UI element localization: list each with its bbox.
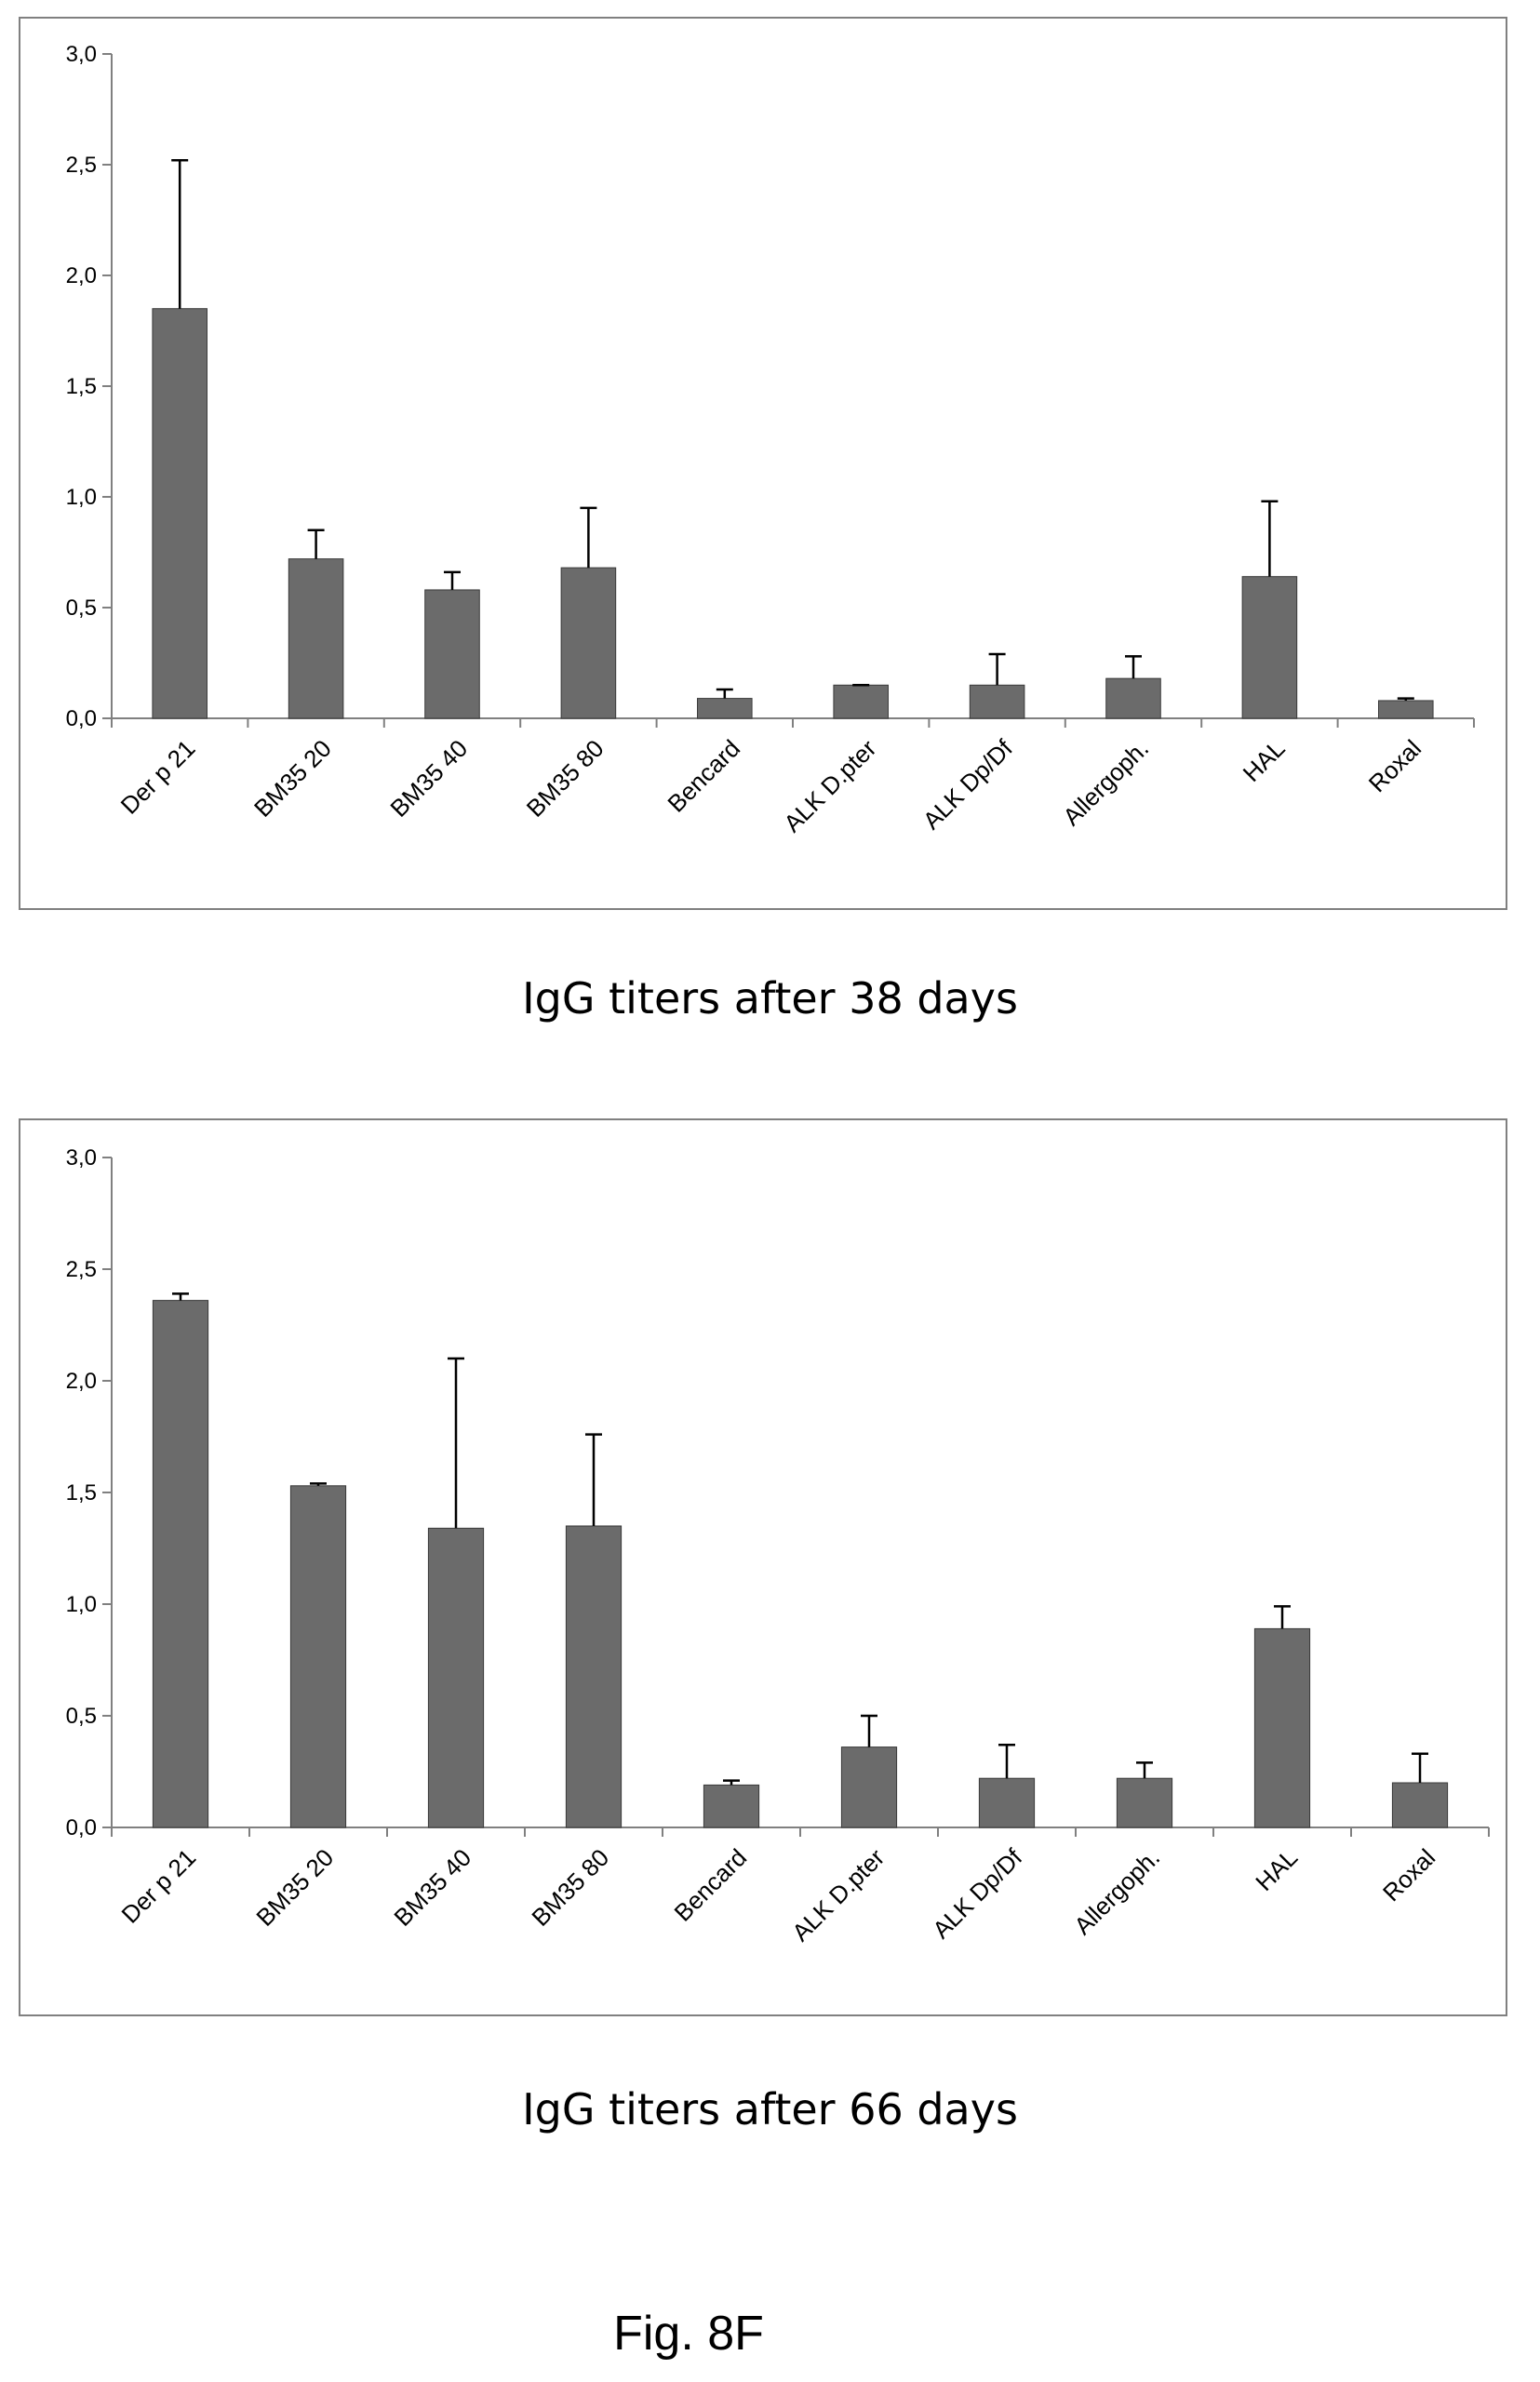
chart-38-days-svg: 0,0 0,5 1,0 1,5 2,0 2,5 3,0 Der p 21 BM35 20 BM35… — [66, 42, 1475, 837]
y-tick-label: 1,0 — [66, 485, 97, 510]
bar — [427, 1527, 485, 1828]
chart-caption-38-days: IgG titers after 38 days — [522, 973, 1018, 1024]
x-category-label: BM35 40 — [384, 734, 473, 823]
x-category-label: ALK Dp/Df — [927, 1842, 1028, 1944]
x-category-label: Allergoph. — [1068, 1843, 1165, 1940]
y-tick-label: 2,0 — [66, 1369, 97, 1394]
x-category-label: BM35 80 — [526, 1843, 614, 1932]
x-category-label: ALK Dp/Df — [917, 733, 1019, 835]
chart-66-days-svg: 0,0 0,5 1,0 1,5 2,0 2,5 3,0 Der p 21 BM35 20 BM35… — [66, 1145, 1490, 1947]
y-tick-label: 3,0 — [66, 42, 97, 67]
y-tick-label: 2,0 — [66, 263, 97, 288]
bar — [289, 1485, 347, 1828]
y-tick-label: 2,5 — [66, 1257, 97, 1282]
x-category-label: Allergoph. — [1057, 734, 1154, 831]
y-tick-label: 2,5 — [66, 153, 97, 178]
x-category-label: BM35 80 — [521, 734, 609, 823]
x-category-label: HAL — [1250, 1843, 1303, 1896]
bar — [703, 1784, 760, 1828]
y-tick-label: 0,5 — [66, 1704, 97, 1729]
x-category-label: ALK D.pter — [778, 734, 881, 837]
bar — [978, 1777, 1036, 1828]
bar — [560, 567, 617, 719]
bar — [152, 1300, 209, 1828]
y-tick-label: 3,0 — [66, 1145, 97, 1171]
bar — [1105, 677, 1161, 719]
y-tick-label: 0,5 — [66, 596, 97, 621]
x-category-label: Der p 21 — [115, 734, 201, 820]
bar — [288, 558, 344, 719]
y-tick-label: 1,5 — [66, 374, 97, 399]
x-category-label: BM35 20 — [250, 1843, 339, 1932]
bar — [424, 589, 480, 719]
x-category-label: Bencard — [669, 1843, 753, 1927]
x-category-label: Bencard — [662, 734, 745, 818]
bar — [1116, 1777, 1173, 1828]
figure-label: Fig. 8F — [613, 2307, 764, 2361]
bar — [152, 308, 208, 719]
chart-66-days: 0,0 0,5 1,0 1,5 2,0 2,5 3,0 Der p 21 BM35 20 BM35… — [19, 1118, 1507, 2016]
bar — [840, 1746, 898, 1828]
bar — [1391, 1782, 1449, 1828]
x-category-label: BM35 40 — [388, 1843, 476, 1932]
chart-38-days: 0,0 0,5 1,0 1,5 2,0 2,5 3,0 Der p 21 BM35 20 BM35… — [19, 17, 1507, 910]
x-category-label: Roxal — [1363, 734, 1426, 797]
bar — [697, 698, 753, 719]
bar — [833, 684, 889, 719]
bar — [1241, 576, 1298, 719]
bar — [565, 1525, 623, 1828]
x-category-label: ALK D.pter — [786, 1843, 890, 1947]
x-category-label: Roxal — [1377, 1843, 1440, 1907]
y-tick-label: 0,0 — [66, 1815, 97, 1840]
y-tick-label: 1,5 — [66, 1480, 97, 1505]
bar — [1253, 1627, 1311, 1828]
y-tick-label: 1,0 — [66, 1592, 97, 1617]
bar — [1378, 700, 1434, 719]
chart-caption-66-days: IgG titers after 66 days — [522, 2084, 1018, 2134]
bar — [969, 684, 1025, 719]
x-category-label: HAL — [1238, 734, 1291, 787]
x-category-label: Der p 21 — [116, 1843, 202, 1929]
x-category-label: BM35 20 — [248, 734, 337, 823]
y-tick-label: 0,0 — [66, 706, 97, 731]
